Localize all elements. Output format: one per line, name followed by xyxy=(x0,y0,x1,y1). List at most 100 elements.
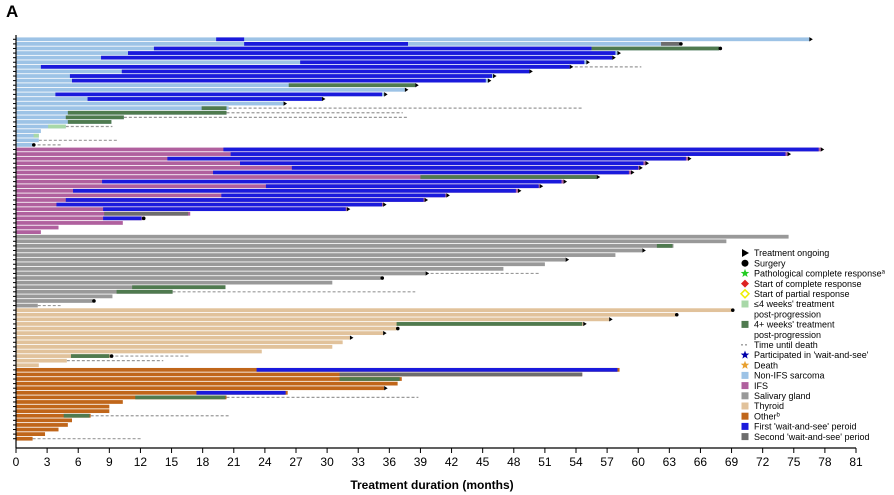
patient-bar-segment xyxy=(103,207,346,212)
patient-bar-segment xyxy=(73,188,516,193)
patient-bar xyxy=(16,271,426,276)
patient-bar xyxy=(16,239,727,244)
patient-bar-segment xyxy=(63,413,90,418)
legend-label: Second 'wait-and-see' period xyxy=(754,432,870,442)
patient-bar-segment xyxy=(70,354,110,358)
patient-bar-segment xyxy=(104,211,189,216)
patient-bar-segment xyxy=(230,152,786,156)
surgery-marker xyxy=(31,143,36,147)
patient-bar-segment xyxy=(135,395,226,400)
x-tick-label: 42 xyxy=(445,455,459,469)
treatment-ongoing-marker xyxy=(688,156,692,161)
patient-bar xyxy=(16,303,38,308)
patient-bar xyxy=(16,124,66,129)
patient-bar-segment xyxy=(420,175,597,179)
patient-bar-segment xyxy=(40,64,570,69)
legend-item: Non-IFS sarcoma xyxy=(741,371,825,381)
patient-bar-segment xyxy=(201,106,227,111)
patient-bar xyxy=(16,345,333,349)
legend-circle-icon xyxy=(741,259,749,267)
x-tick-label: 24 xyxy=(258,455,272,469)
x-tick-label: 33 xyxy=(352,455,366,469)
patient-bar xyxy=(16,221,123,225)
x-tick-label: 18 xyxy=(196,455,210,469)
treatment-ongoing-marker xyxy=(321,96,326,102)
patient-bar xyxy=(16,299,93,303)
patient-bar-segment xyxy=(67,120,112,124)
surgery-marker xyxy=(380,276,385,280)
x-tick-label: 3 xyxy=(44,455,51,469)
patient-bar-segment xyxy=(72,78,486,83)
legend-swatch-icon xyxy=(741,422,749,430)
treatment-ongoing-marker xyxy=(617,50,621,56)
patient-bar xyxy=(16,87,405,92)
x-tick-label: 54 xyxy=(569,455,583,469)
patient-bar xyxy=(16,257,566,262)
legend-star-icon xyxy=(740,350,750,359)
patient-bar-segment xyxy=(69,74,492,78)
surgery-marker xyxy=(674,312,679,317)
patient-bar-segment xyxy=(102,179,562,184)
x-tick-label: 6 xyxy=(75,455,82,469)
legend-label: Start of partial response xyxy=(754,289,850,299)
x-tick-label: 69 xyxy=(725,455,739,469)
surgery-marker xyxy=(141,216,146,221)
patient-bar xyxy=(16,340,343,345)
x-tick-label: 78 xyxy=(818,455,832,469)
patient-bar xyxy=(16,418,72,423)
patient-bar xyxy=(16,404,110,409)
patient-bar-segment xyxy=(116,289,173,294)
legend-item: Death xyxy=(740,360,778,370)
patient-bar xyxy=(16,427,59,432)
legend-triangle-icon xyxy=(742,249,749,257)
patient-bar xyxy=(16,413,91,418)
patient-bar xyxy=(16,138,39,143)
legend-swatch-icon xyxy=(741,433,749,441)
treatment-ongoing-marker xyxy=(384,92,388,97)
patient-bar-segment xyxy=(87,97,322,101)
patient-bar-segment xyxy=(213,170,629,175)
x-tick-label: 51 xyxy=(538,455,552,469)
x-tick-label: 66 xyxy=(694,455,708,469)
legend-label: First 'wait-and-see' peroid xyxy=(754,422,856,432)
legend-label: Pathological complete responsea xyxy=(754,269,886,279)
patient-bar-segment xyxy=(55,92,383,97)
treatment-ongoing-marker xyxy=(565,257,570,262)
legend-label: Participated in 'wait-and-see' xyxy=(754,350,869,360)
legend-footnote: a xyxy=(882,270,886,276)
patient-bar-segment xyxy=(661,42,680,46)
patient-bar xyxy=(16,436,33,441)
treatment-ongoing-marker xyxy=(425,271,430,276)
patient-bar-segment xyxy=(128,51,616,55)
x-tick-label: 60 xyxy=(632,455,646,469)
treatment-ongoing-marker xyxy=(642,248,646,253)
treatment-ongoing-marker xyxy=(446,193,450,198)
surgery-marker xyxy=(109,354,114,358)
patient-bar-segment xyxy=(240,161,644,166)
patient-bar xyxy=(16,331,384,335)
legend-item: Start of partial response xyxy=(739,288,850,299)
patient-bar xyxy=(16,354,111,358)
treatment-ongoing-marker xyxy=(612,55,616,60)
patient-bar xyxy=(16,248,643,253)
patient-bar-segment xyxy=(223,147,819,152)
legend-diamond-open-icon xyxy=(739,288,751,299)
legend-label: Start of complete response xyxy=(754,279,862,289)
patient-bar xyxy=(16,363,39,368)
patient-bar-segment xyxy=(167,156,686,161)
patient-bar xyxy=(16,432,46,436)
treatment-ongoing-marker xyxy=(639,165,643,171)
treatment-ongoing-marker xyxy=(517,188,522,193)
x-tick-label: 12 xyxy=(134,455,148,469)
x-tick-label: 21 xyxy=(227,455,241,469)
x-tick-label: 30 xyxy=(320,455,334,469)
treatment-ongoing-marker xyxy=(384,386,388,391)
patient-bar-segment xyxy=(396,322,583,326)
legend-label: Death xyxy=(754,360,778,370)
treatment-ongoing-marker xyxy=(809,37,813,42)
treatment-ongoing-marker xyxy=(596,174,601,180)
legend-swatch-icon xyxy=(741,402,749,410)
